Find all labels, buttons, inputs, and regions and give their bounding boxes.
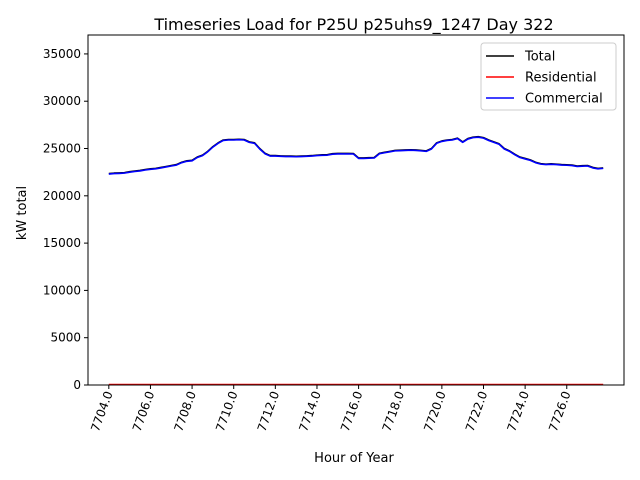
legend-label-total: Total: [524, 50, 555, 65]
y-tick-label: 25000: [43, 142, 81, 156]
plot-frame: [87, 34, 625, 386]
chart-title: Timeseries Load for P25U p25uhs9_1247 Da…: [153, 15, 553, 35]
y-tick-label: 30000: [43, 94, 81, 108]
legend-label-residential: Residential: [525, 71, 597, 86]
legend-box: [480, 42, 617, 111]
y-axis: 0 5000 10000 15000 20000 25000 30000 35000: [43, 47, 88, 392]
y-tick-label: 15000: [43, 236, 81, 250]
y-tick-label: 0: [73, 378, 81, 392]
y-tick-label: 5000: [50, 331, 81, 345]
y-axis-label: kW total: [15, 186, 30, 240]
series-line-commercial: [108, 136, 604, 175]
y-tick-label: 10000: [43, 283, 81, 297]
x-axis-label: Hour of Year: [314, 451, 394, 466]
legend: Total Residential Commercial: [480, 42, 617, 111]
y-tick-label: 20000: [43, 189, 81, 203]
y-tick-label: 35000: [43, 47, 81, 61]
legend-label-commercial: Commercial: [525, 92, 603, 107]
